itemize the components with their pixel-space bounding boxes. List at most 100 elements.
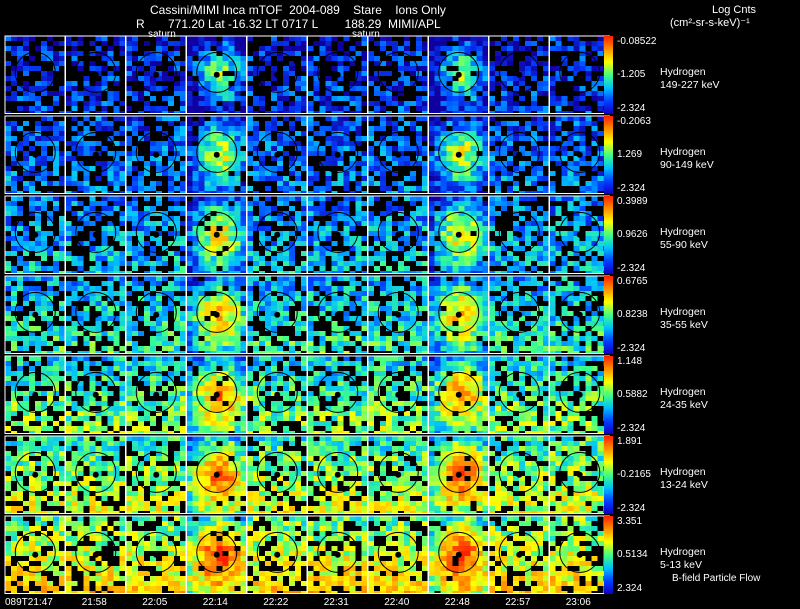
saturn-marker	[516, 151, 523, 158]
saturn-marker	[455, 471, 462, 478]
saturn-marker	[213, 71, 220, 78]
saturn-marker	[153, 71, 160, 78]
saturn-marker	[92, 471, 99, 478]
saturn-marker	[455, 71, 462, 78]
saturn-marker	[92, 311, 99, 318]
saturn-marker	[516, 471, 523, 478]
saturn-marker	[32, 71, 39, 78]
time-tick-label: 22:22	[263, 597, 289, 608]
field-contour	[377, 451, 419, 493]
field-contour	[135, 131, 177, 173]
saturn-marker	[32, 551, 39, 558]
field-contour	[135, 211, 177, 253]
saturn-marker	[153, 311, 160, 318]
scale-max: 0.3989	[617, 196, 648, 207]
species-label: Hydrogen	[660, 386, 706, 398]
saturn-marker	[516, 551, 523, 558]
field-contour	[135, 51, 177, 93]
saturn-marker	[395, 471, 402, 478]
color-scale-bar	[604, 516, 613, 594]
saturn-marker	[334, 471, 341, 478]
saturn-marker	[516, 391, 523, 398]
saturn-marker	[334, 311, 341, 318]
field-contour	[438, 451, 480, 493]
field-contour	[498, 531, 540, 573]
saturn-marker	[153, 471, 160, 478]
field-contour	[256, 451, 298, 493]
position-line: R 771.20 Lat -16.32 LT 0717 L 188.29 MIM…	[136, 17, 441, 31]
species-label: Hydrogen	[660, 66, 706, 78]
field-contour	[377, 131, 419, 173]
energy-label: 24-35 keV	[660, 399, 708, 411]
color-scale-bar	[604, 116, 613, 194]
saturn-marker	[92, 231, 99, 238]
saturn-marker	[213, 551, 220, 558]
scale-max: -0.2063	[617, 116, 651, 127]
field-contour	[377, 51, 419, 93]
scale-mid: -1.205	[617, 68, 646, 80]
scale-max: 0.6765	[617, 276, 648, 287]
saturn-marker	[516, 71, 523, 78]
field-contour	[256, 211, 298, 253]
saturn-marker	[274, 71, 281, 78]
saturn-marker	[455, 311, 462, 318]
panel-row	[4, 35, 610, 114]
field-contour	[559, 531, 601, 573]
field-contour	[196, 371, 238, 413]
saturn-marker	[92, 151, 99, 158]
field-contour	[559, 451, 601, 493]
field-contour	[14, 531, 56, 573]
field-contour	[14, 131, 56, 173]
saturn-marker	[274, 231, 281, 238]
saturn-marker	[32, 391, 39, 398]
field-contour	[14, 451, 56, 493]
energy-label: 5-13 keV	[660, 559, 703, 571]
saturn-marker	[92, 551, 99, 558]
saturn-marker	[92, 391, 99, 398]
saturn-marker	[395, 391, 402, 398]
units-label: (cm²-sr-s-keV)⁻¹	[670, 17, 750, 29]
time-tick-label: 22:31	[323, 597, 349, 608]
saturn-marker	[395, 151, 402, 158]
time-tick-label: 22:05	[142, 597, 168, 608]
field-contour	[317, 51, 359, 93]
panel-row	[4, 435, 610, 514]
saturn-marker	[153, 151, 160, 158]
scale-min: 2.324	[617, 582, 643, 594]
saturn-marker	[334, 231, 341, 238]
field-contour	[135, 531, 177, 573]
saturn-marker	[576, 311, 583, 318]
saturn-marker	[32, 471, 39, 478]
panel-row	[4, 195, 610, 274]
field-contour	[377, 371, 419, 413]
field-contour	[14, 51, 56, 93]
field-contour	[559, 51, 601, 93]
saturn-marker	[516, 311, 523, 318]
field-contour	[498, 51, 540, 93]
saturn-marker	[32, 231, 39, 238]
saturn-marker	[213, 391, 220, 398]
energy-label: 13-24 keV	[660, 479, 708, 491]
field-contour	[559, 131, 601, 173]
energy-label: 149-227 keV	[660, 79, 720, 91]
color-scale-bar	[604, 196, 613, 274]
energy-label: 35-55 keV	[660, 319, 708, 331]
saturn-label: saturn	[352, 29, 380, 40]
color-scale-bar	[604, 36, 613, 114]
saturn-marker	[576, 551, 583, 558]
field-contour	[75, 51, 117, 93]
field-contour	[75, 451, 117, 493]
scale-min: -2.324	[617, 262, 646, 274]
saturn-marker	[455, 391, 462, 398]
field-contour	[75, 131, 117, 173]
field-contour	[377, 291, 419, 333]
field-contour	[498, 211, 540, 253]
field-contour	[438, 51, 480, 93]
field-contour	[438, 131, 480, 173]
field-contour	[196, 451, 238, 493]
saturn-marker	[274, 151, 281, 158]
saturn-marker	[32, 151, 39, 158]
saturn-marker	[576, 471, 583, 478]
species-label: Hydrogen	[660, 546, 706, 558]
color-scale-bar	[604, 356, 613, 434]
